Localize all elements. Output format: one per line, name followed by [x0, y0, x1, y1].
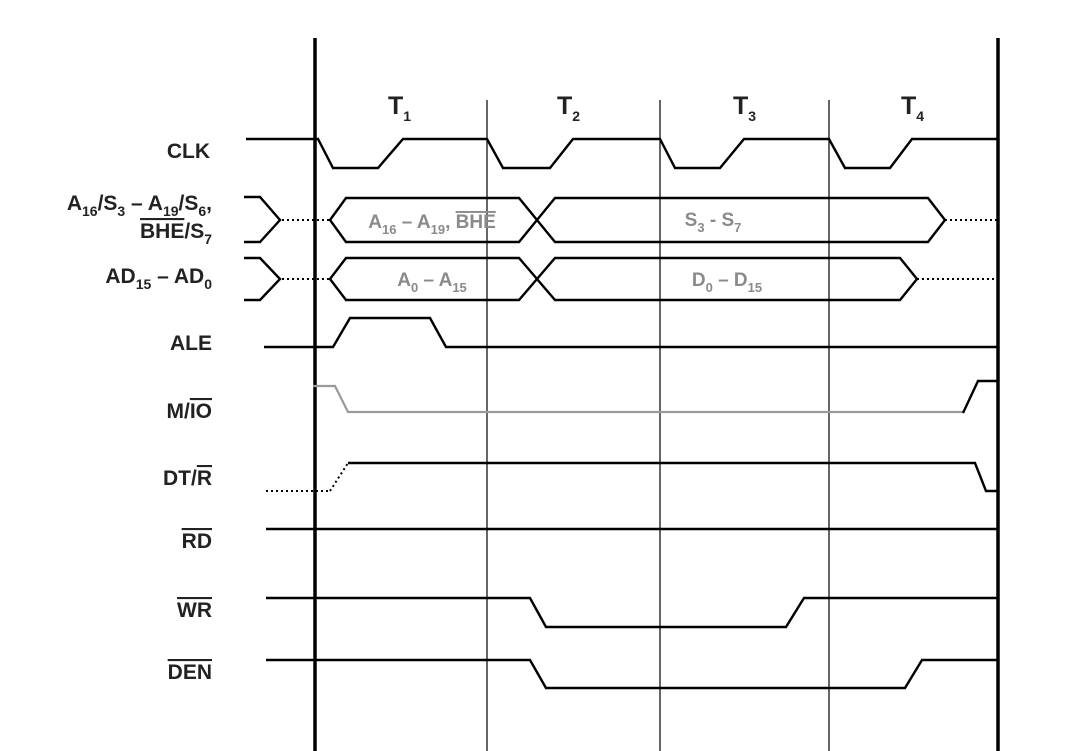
t4-label: T4 — [901, 92, 924, 124]
addr-status-waveform — [244, 195, 282, 244]
t1-label: T1 — [388, 92, 411, 124]
addr-status-label-line1: A16/S3 – A19/S6, — [67, 192, 212, 219]
addr-status-label-line2: BHE/S7 — [140, 220, 212, 247]
status-value: S3 - S7 — [685, 210, 742, 235]
wr-waveform — [266, 596, 998, 629]
ad-bus-label: AD15 – AD0 — [105, 265, 212, 292]
den-waveform — [266, 658, 998, 690]
t3-label: T3 — [733, 92, 756, 124]
rd-label: RD — [182, 530, 212, 553]
dtr-label: DT/R — [163, 467, 212, 490]
dtr-waveform — [348, 461, 998, 493]
ale-waveform — [264, 316, 998, 349]
clk-waveform — [246, 137, 998, 170]
wr-label: WR — [177, 599, 212, 622]
mio-label: M/IO — [167, 400, 213, 423]
t2-label: T2 — [557, 92, 580, 124]
address-value: A0 – A15 — [397, 270, 467, 295]
dtr-dotted-edge — [329, 462, 349, 492]
upper-address-value: A16 – A19, BHE — [368, 212, 496, 237]
ad-bus-waveform — [244, 256, 282, 302]
den-label: DEN — [168, 661, 212, 684]
mio-next-cycle-edge — [961, 379, 998, 414]
ale-label: ALE — [170, 332, 212, 355]
clk-label: CLK — [167, 140, 210, 163]
data-value: D0 – D15 — [692, 270, 762, 295]
mio-waveform — [313, 384, 963, 414]
